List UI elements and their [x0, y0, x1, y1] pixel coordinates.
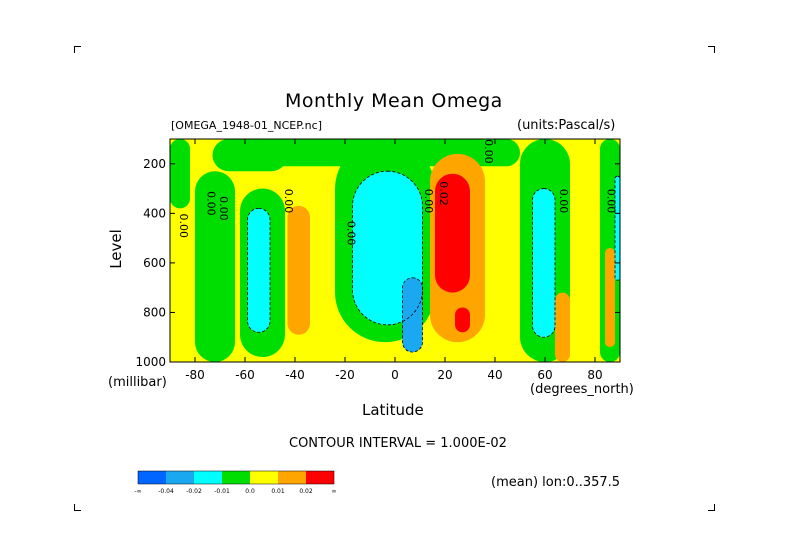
colorbar-label: 0.0: [245, 488, 255, 495]
x-axis-label: Latitude: [362, 401, 424, 419]
field-blue-eq: [402, 277, 423, 353]
contour-label-0: 0.00: [177, 213, 190, 238]
field-red-nh-low: [455, 307, 470, 333]
colorbar-swatch: [138, 471, 166, 484]
contour-label-7: 0.00: [482, 139, 495, 164]
field-green-far-south: [170, 139, 190, 209]
contour-label-8: 0.00: [557, 189, 570, 214]
y-tick-label: 400: [143, 206, 166, 220]
colorbar-label: -0.04: [158, 488, 174, 495]
contour-label-4: 0.00: [345, 221, 358, 246]
crop-mark-top-right: [708, 46, 715, 53]
source-file-label: [OMEGA_1948-01_NCEP.nc]: [171, 119, 322, 132]
x-tick-label: 80: [587, 368, 602, 382]
colorbar-swatch: [278, 471, 306, 484]
field-orange-pole: [605, 248, 615, 348]
contour-label-2: 0.00: [217, 196, 230, 221]
x-tick-label: 0: [391, 368, 399, 382]
colorbar-label: ∞: [332, 488, 337, 495]
colorbar-swatch: [194, 471, 222, 484]
colorbar-swatch: [250, 471, 278, 484]
field-orange-sh: [287, 205, 310, 335]
y-tick-label: 800: [143, 305, 166, 319]
field-green-n1: [430, 139, 455, 152]
crop-mark-bottom-right: [708, 504, 715, 511]
contour-cyan-sh: [247, 207, 271, 333]
contour-label-1: 0.00: [205, 191, 218, 216]
contour-blue-eq: [402, 277, 423, 353]
contour-cyan-eq: [352, 170, 423, 326]
crop-mark-top-left: [74, 46, 81, 53]
x-tick-label: -60: [235, 368, 255, 382]
x-tick-label: -40: [285, 368, 305, 382]
y-axis-label: Level: [106, 229, 125, 269]
colorbar-label: 0.02: [299, 488, 313, 495]
mean-longitude-note: (mean) lon:0..357.5: [491, 475, 621, 490]
y-tick-label: 200: [143, 157, 166, 171]
colorbar-label: 0.01: [271, 488, 285, 495]
y-axis-unit: (millibar): [108, 375, 167, 390]
contour-label-9: 0.00: [605, 189, 618, 214]
x-tick-label: -20: [335, 368, 355, 382]
x-tick-label: 40: [487, 368, 502, 382]
x-axis-unit: (degrees_north): [530, 382, 634, 397]
colorbar-label: -∞: [134, 488, 141, 495]
contour-label-5: 0.00: [422, 189, 435, 214]
colorbar-swatch: [306, 471, 334, 484]
contour-cyan-pole: [614, 175, 621, 281]
contour-cyan-nh: [532, 188, 556, 338]
x-tick-label: 60: [537, 368, 552, 382]
field-orange-nh-low: [555, 292, 570, 362]
chart-title: Monthly Mean Omega: [285, 90, 503, 112]
x-tick-label: -80: [185, 368, 205, 382]
field-red-nh: [435, 173, 470, 293]
y-tick-label: 600: [143, 256, 166, 270]
x-tick-label: 20: [437, 368, 452, 382]
colorbar-swatch: [166, 471, 194, 484]
field-green-south-band: [195, 171, 235, 362]
colorbar-swatch: [222, 471, 250, 484]
field-cyan-nh: [532, 188, 555, 338]
field-cyan-pole: [615, 176, 620, 281]
contour-label-3: 0.00: [282, 189, 295, 214]
contour-label-6: 0.02: [437, 181, 450, 206]
field-cyan-sh: [247, 208, 270, 333]
y-tick-label: 1000: [135, 355, 166, 369]
colorbar: -∞ -0.04 -0.02 -0.01 0.0 0.01 0.02 ∞: [134, 470, 337, 495]
colorbar-label: -0.02: [186, 488, 202, 495]
contour-interval-note: CONTOUR INTERVAL = 1.000E-02: [289, 436, 507, 451]
units-label: (units:Pascal/s): [517, 118, 616, 133]
crop-mark-bottom-left: [74, 504, 81, 511]
colorbar-label: -0.01: [214, 488, 230, 495]
colorbar-frame: [137, 470, 335, 485]
